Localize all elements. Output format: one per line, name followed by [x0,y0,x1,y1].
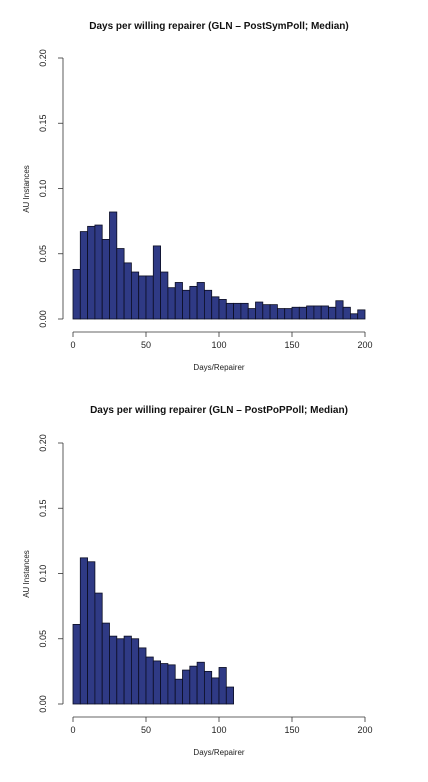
histogram-bar [138,647,147,705]
x-tick-label: 50 [141,340,151,350]
y-tick-label: 0.10 [38,180,48,198]
histogram-bar [116,638,125,705]
histogram-bar [72,269,81,320]
histogram-bar [189,285,198,320]
histogram-bar [109,635,118,705]
histogram-bar [167,664,176,705]
histogram-bar [269,304,278,320]
histogram-bar [182,669,191,705]
x-tick-label: 100 [211,340,226,350]
chart-1: Days per willing repairer (GLN – PostSym… [22,21,373,372]
histogram-bar [189,665,198,705]
chart-1-x-axis: 0 50 100 150 200 [70,331,373,350]
x-tick-label: 150 [284,725,299,735]
histogram-bar [203,289,213,320]
histogram-bar [174,282,183,320]
chart-1-bars [72,211,366,320]
histogram-bar [94,224,103,320]
histogram-bar [276,308,286,320]
y-tick-label: 0.20 [38,49,48,67]
x-tick-label: 200 [357,725,372,735]
x-tick-label: 150 [284,340,299,350]
histogram-bar [87,225,96,320]
histogram-bar [145,275,154,320]
histogram-bar [196,282,205,320]
histogram-bar [247,308,256,320]
x-tick-label: 50 [141,725,151,735]
histogram-bar [101,622,110,705]
histogram-bar [152,245,162,320]
y-tick-label: 0.00 [38,695,48,713]
histogram-bar [225,686,235,705]
x-tick-label: 0 [70,725,75,735]
y-tick-label: 0.00 [38,310,48,328]
histogram-bar [298,306,307,320]
histogram-bar [160,663,169,705]
histogram-bar [306,305,315,320]
histogram-bar [123,635,132,705]
histogram-bar [211,296,220,320]
y-tick-label: 0.20 [38,434,48,452]
chart-2-y-axis: 0.00 0.05 0.10 0.15 0.20 [38,434,64,713]
histogram-bar [233,302,242,320]
histogram-bar [79,557,89,705]
histogram-bar [335,300,344,320]
histogram-bar [225,302,235,320]
histogram-bar [182,289,191,320]
x-tick-label: 0 [70,340,75,350]
histogram-bar [160,271,169,320]
histogram-bar [196,661,205,705]
histogram-bar [167,287,176,320]
chart-2-ylabel: AU Instances [22,550,31,598]
chart-2: Days per willing repairer (GLN – PostPoP… [22,405,373,757]
histogram-bar [130,271,140,320]
histogram-bar [109,211,118,320]
y-tick-label: 0.15 [38,499,48,517]
chart-1-ylabel: AU Instances [22,165,31,213]
chart-2-bars [72,557,235,705]
histogram-bar [240,302,249,320]
histogram-bar [145,656,154,705]
histogram-bar [174,678,183,705]
histogram-bar [218,667,227,705]
chart-2-x-axis: 0 50 100 150 200 [70,716,373,735]
histogram-bar [349,313,359,320]
histogram-bar [101,238,110,320]
histogram-bar [357,309,366,320]
y-tick-label: 0.15 [38,114,48,132]
histogram-bar [94,592,103,705]
histogram-bar [211,677,220,705]
histogram-bar [328,306,337,320]
histogram-bar [291,306,300,320]
histogram-bar [313,305,322,320]
histogram-bar [320,305,329,320]
y-tick-label: 0.05 [38,245,48,263]
chart-2-xlabel: Days/Repairer [193,748,244,757]
x-tick-label: 200 [357,340,372,350]
y-tick-label: 0.10 [38,565,48,583]
histogram-bar [130,638,140,705]
histogram-bar [203,670,213,705]
y-tick-label: 0.05 [38,630,48,648]
histogram-bar [218,299,227,320]
histogram-bar [138,275,147,320]
chart-1-xlabel: Days/Repairer [193,363,244,372]
histogram-bar [87,561,96,705]
chart-1-y-axis: 0.00 0.05 0.10 0.15 0.20 [38,49,64,328]
histogram-bar [284,308,293,320]
histogram-bar [342,306,351,320]
histogram-bar [79,231,89,320]
chart-2-title: Days per willing repairer (GLN – PostPoP… [90,405,348,416]
histogram-bar [116,248,125,320]
histogram-bar [72,623,81,705]
chart-1-title: Days per willing repairer (GLN – PostSym… [89,21,349,32]
histogram-bar [255,301,264,320]
histogram-bar [262,304,271,320]
histogram-bar [123,262,132,320]
histogram-bar [152,660,162,705]
x-tick-label: 100 [211,725,226,735]
